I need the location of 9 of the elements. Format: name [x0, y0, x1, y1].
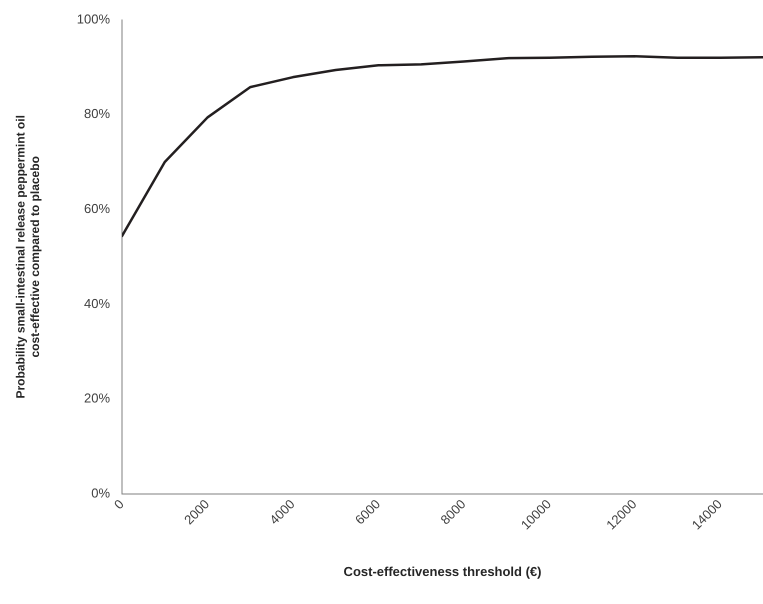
y-tick-label: 100% — [76, 11, 110, 26]
y-tick-label: 40% — [84, 296, 110, 311]
x-axis-title: Cost-effectiveness threshold (€) — [344, 564, 542, 579]
y-tick-label: 60% — [84, 200, 110, 216]
x-tick-label: 0 — [110, 496, 127, 512]
y-axis-title: Probability small-intestinal release peppermint oil cost-effective compared to placebo — [14, 115, 42, 399]
y-tick-label: 80% — [84, 106, 110, 122]
y-tick-label: 20% — [84, 390, 110, 406]
y-tick-label: 0% — [91, 485, 110, 500]
